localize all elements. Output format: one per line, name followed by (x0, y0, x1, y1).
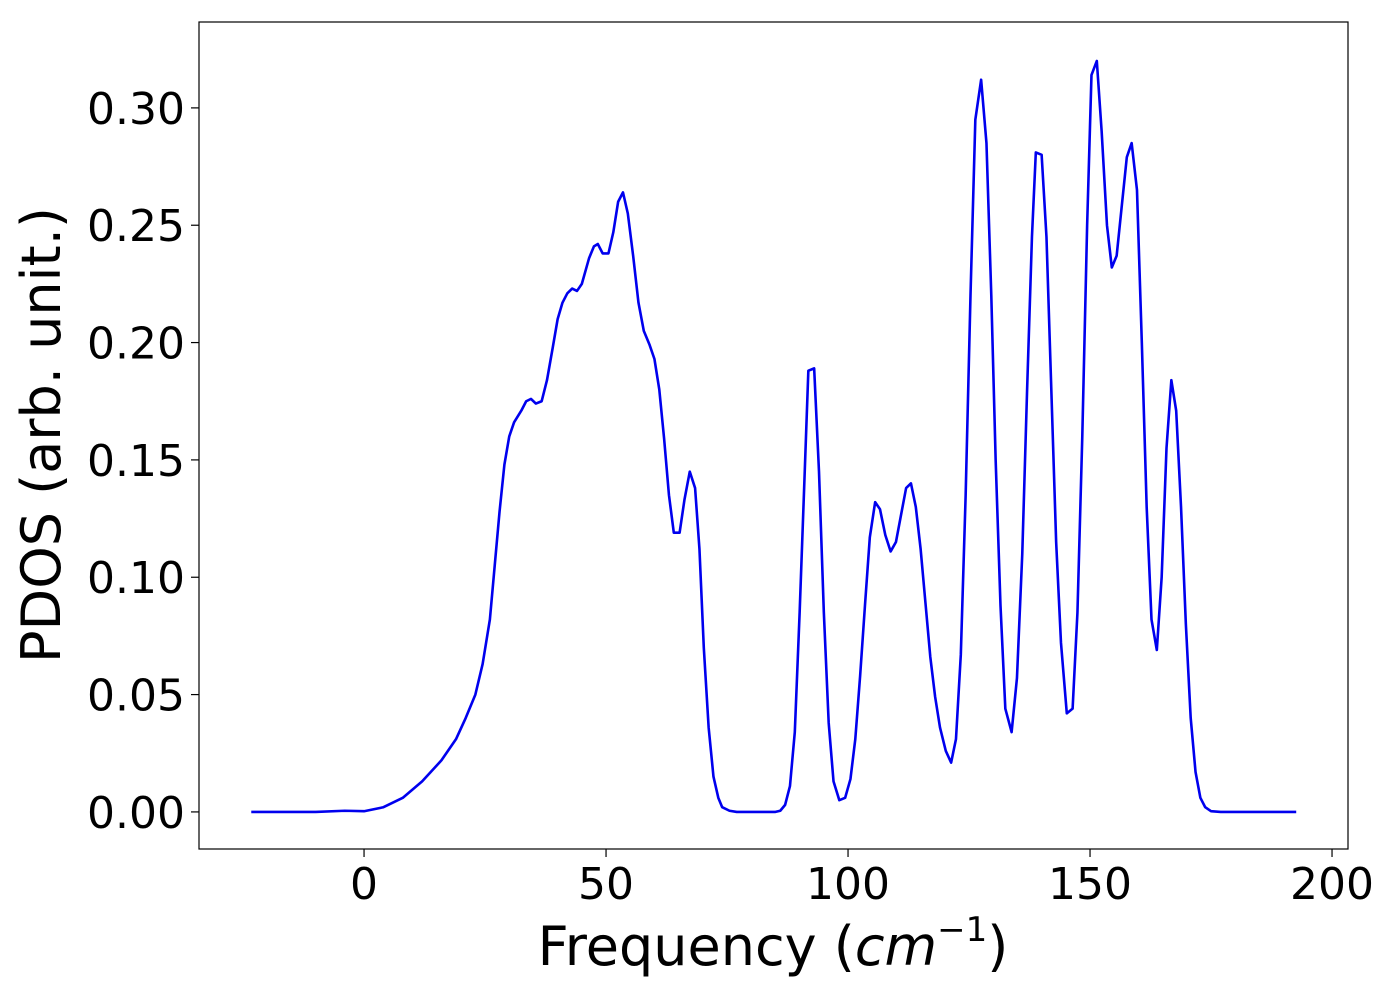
y-tick-label: 0.05 (87, 671, 185, 722)
plot-frame (198, 21, 1349, 850)
x-tick-label: 50 (578, 859, 634, 910)
pdos-line (251, 59, 1297, 814)
y-tick-label: 0.00 (87, 788, 185, 839)
y-tick-label: 0.20 (87, 319, 185, 370)
x-label-sup: −1 (937, 910, 987, 950)
x-label-text: Frequency ( (538, 915, 855, 978)
x-label-math: cm (855, 915, 937, 978)
x-tick-label: 0 (350, 859, 378, 910)
y-tick-label: 0.25 (87, 201, 185, 252)
y-tick-label: 0.30 (87, 84, 185, 135)
y-tick-label: 0.10 (87, 553, 185, 604)
x-label-close: ) (987, 915, 1008, 978)
y-tick-label: 0.15 (87, 436, 185, 487)
x-tick-label: 200 (1290, 859, 1374, 910)
x-tick-label: 100 (806, 859, 890, 910)
x-axis-label: Frequency (cm−1) (538, 910, 1009, 978)
y-axis-label: PDOS (arb. unit.) (10, 207, 73, 663)
x-tick-label: 150 (1048, 859, 1132, 910)
